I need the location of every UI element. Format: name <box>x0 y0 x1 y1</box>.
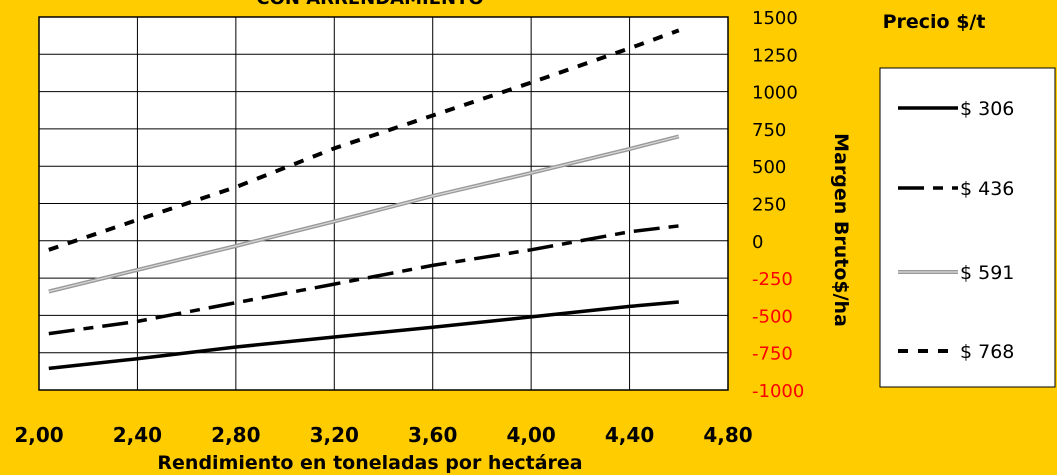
chart-title: CON ARRENDAMIENTO <box>256 0 483 9</box>
y-tick-label: 250 <box>752 195 786 216</box>
y-tick-label: -750 <box>752 344 793 365</box>
series-line-1 <box>48 300 679 371</box>
x-tick-label: 4,00 <box>506 423 555 447</box>
y-tick-labels: 1500 1250 1000 750 500 250 0 -250 -500 -750 -1000 <box>752 8 804 402</box>
x-tick-label: 2,80 <box>211 423 260 447</box>
legend-label: $ 591 <box>960 262 1014 284</box>
x-tick-label: 4,80 <box>703 423 752 447</box>
legend-label: $ 436 <box>960 178 1014 200</box>
legend-title: Precio $/t <box>883 11 986 33</box>
x-tick-label: 3,60 <box>408 423 457 447</box>
x-tick-labels: 2,00 2,40 2,80 3,20 3,60 4,00 4,40 4,80 <box>14 423 752 447</box>
series-line-3-highlight <box>48 135 679 293</box>
x-tick-label: 2,00 <box>14 423 63 447</box>
x-tick-label: 2,40 <box>113 423 162 447</box>
legend-label: $ 768 <box>960 341 1014 363</box>
legend-box <box>879 67 1056 388</box>
y-axis-label: Margen Bruto$/ha <box>830 133 852 327</box>
y-tick-label: 500 <box>752 157 786 178</box>
plot-border <box>38 16 729 391</box>
y-tick-label: 0 <box>752 232 763 253</box>
y-tick-label: 1250 <box>752 45 798 66</box>
y-tick-label: 1500 <box>752 8 798 29</box>
x-tick-label: 4,40 <box>605 423 654 447</box>
x-axis-label: Rendimiento en toneladas por hectárea <box>157 452 582 474</box>
y-tick-label: 1000 <box>752 83 798 104</box>
series-line-2 <box>48 224 680 336</box>
y-tick-label: -1000 <box>752 381 804 402</box>
legend-label: $ 306 <box>960 98 1014 120</box>
y-tick-label: -500 <box>752 306 793 327</box>
legend: $ 306 $ 436 $ 591 $ 768 <box>898 98 1014 363</box>
series-lines <box>48 28 680 371</box>
y-tick-label: -250 <box>752 269 793 290</box>
grid <box>39 17 728 390</box>
y-tick-label: 750 <box>752 120 786 141</box>
x-tick-label: 3,20 <box>310 423 359 447</box>
